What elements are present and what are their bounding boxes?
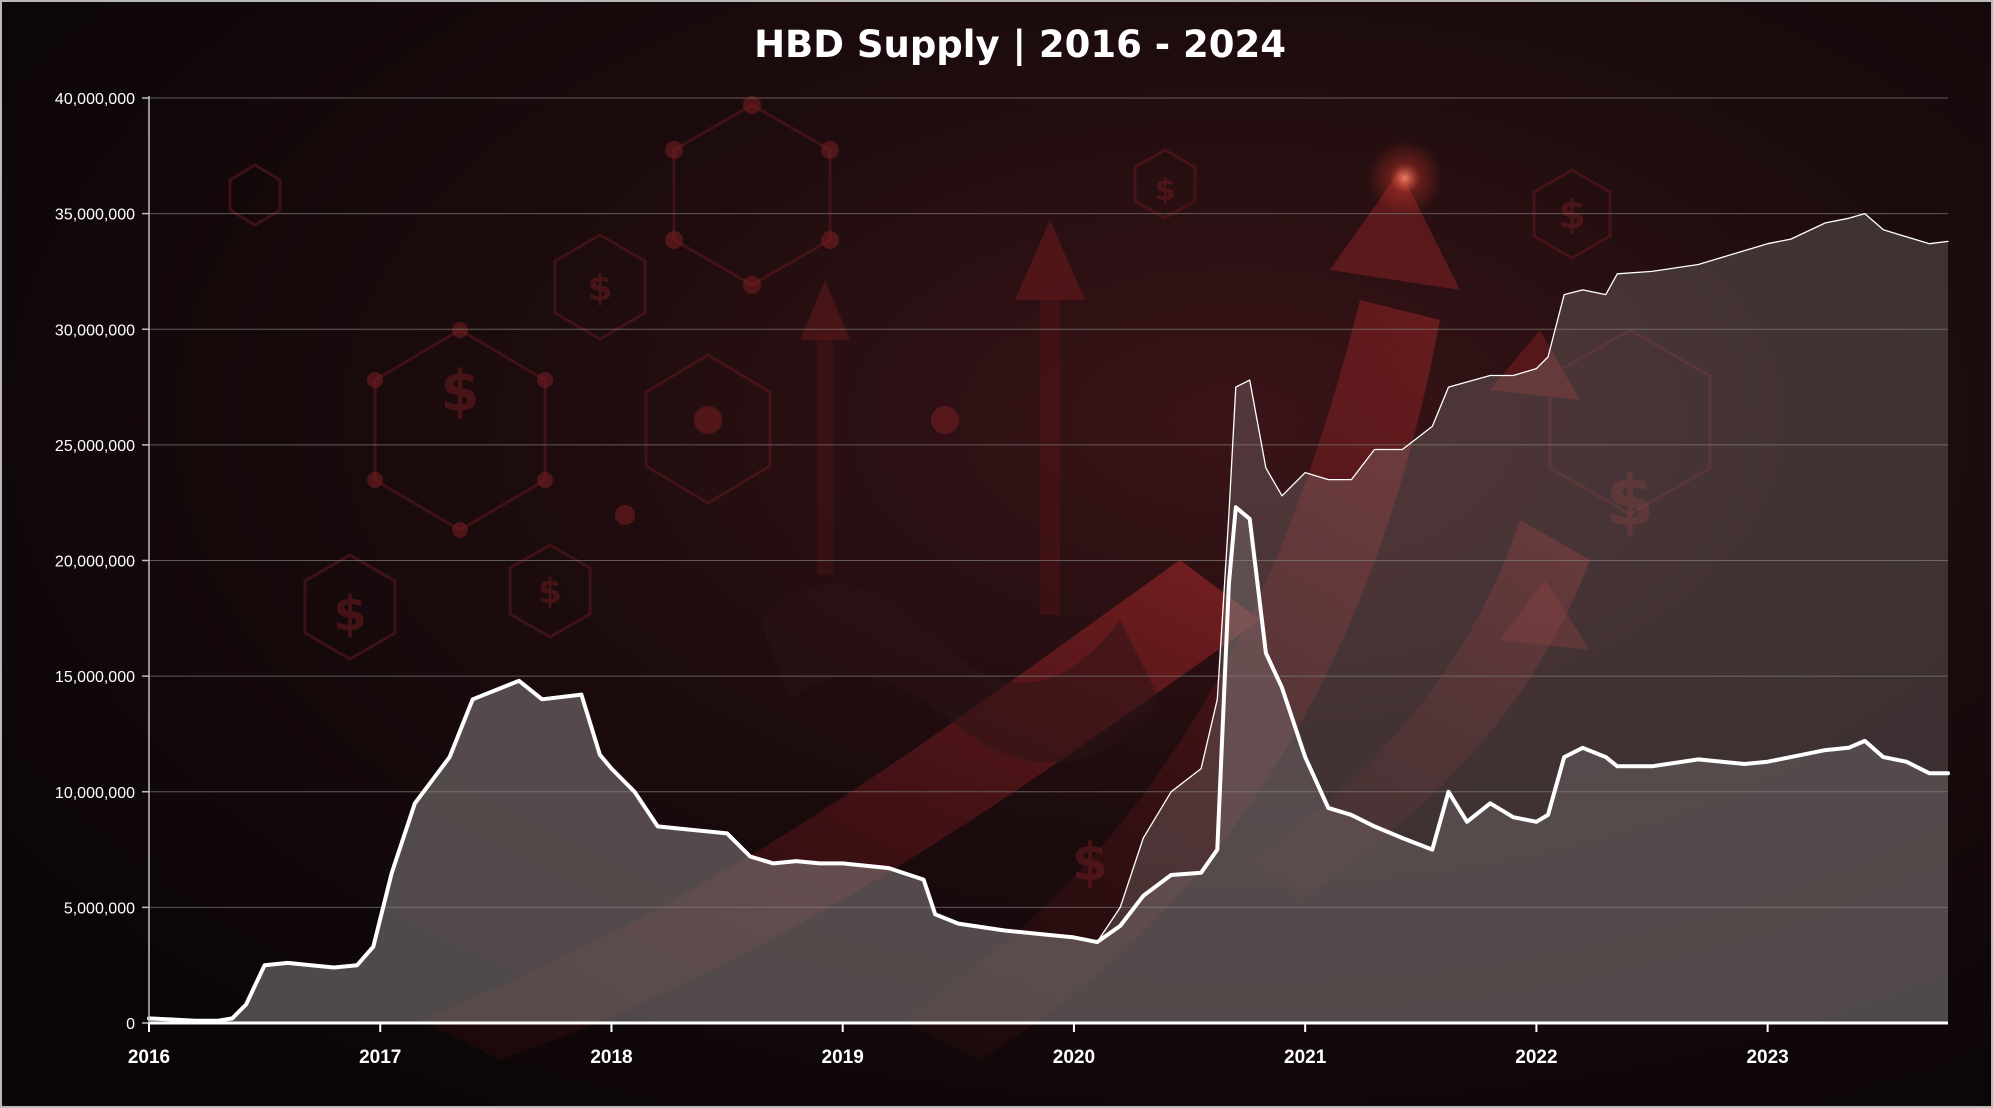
series-1-line <box>147 505 1950 1023</box>
x-tick-label-3: 2019 <box>822 1047 864 1068</box>
x-tick-label-4: 2020 <box>1053 1047 1095 1068</box>
plot-area <box>147 212 1950 1024</box>
y-tick-label-7: 35,000,000 <box>55 207 135 224</box>
x-axis: 2016 2017 2018 2019 2020 2021 2022 2023 <box>128 1023 1789 1068</box>
svg-text:$: $ <box>1072 833 1108 893</box>
x-tick-label-1: 2017 <box>359 1047 401 1068</box>
svg-text:$: $ <box>441 359 480 424</box>
y-tick-label-3: 15,000,000 <box>55 669 135 686</box>
svg-text:$: $ <box>1606 460 1655 542</box>
svg-text:$: $ <box>1558 192 1586 238</box>
series-0-area <box>149 213 1948 1024</box>
svg-text:$: $ <box>538 572 562 612</box>
svg-text:$: $ <box>587 268 612 309</box>
x-tick-label-7: 2023 <box>1746 1047 1788 1068</box>
axes <box>148 96 1948 1025</box>
x-tick-label-6: 2022 <box>1515 1047 1557 1068</box>
y-tick-label-2: 10,000,000 <box>55 785 135 802</box>
y-tick-label-5: 25,000,000 <box>55 438 135 455</box>
y-tick-label-6: 30,000,000 <box>55 322 135 339</box>
series-1-area <box>149 507 1948 1023</box>
y-tick-label-8: 40,000,000 <box>55 91 135 108</box>
svg-text:$: $ <box>333 586 366 642</box>
gridlines <box>149 97 1948 908</box>
x-tick-label-0: 2016 <box>128 1047 170 1068</box>
x-tick-label-5: 2021 <box>1284 1047 1327 1068</box>
y-axis: 0 5,000,000 10,000,000 15,000,000 20,000,000… <box>55 91 149 1033</box>
x-tick-label-2: 2018 <box>590 1047 632 1068</box>
y-tick-label-0: 0 <box>126 1016 135 1033</box>
svg-text:$: $ <box>1155 173 1176 208</box>
chart-title: HBD Supply | 2016 - 2024 <box>754 23 1286 66</box>
y-tick-label-4: 20,000,000 <box>55 554 135 571</box>
y-tick-label-1: 5,000,000 <box>64 900 135 917</box>
